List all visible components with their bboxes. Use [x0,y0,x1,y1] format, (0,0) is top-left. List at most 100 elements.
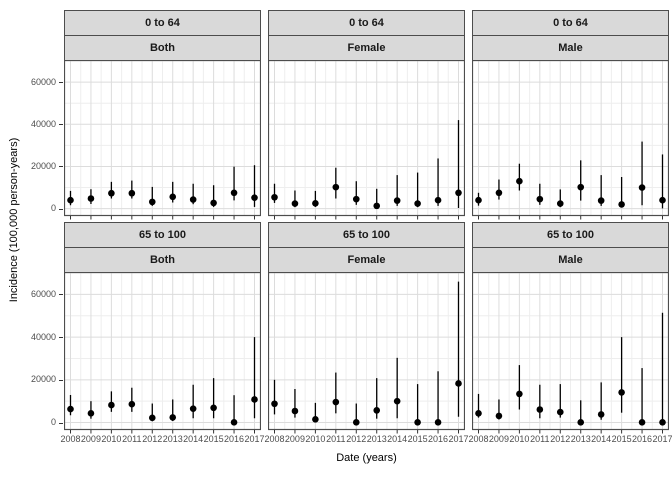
facet-65to100-both: 65 to 100 Both [64,222,261,438]
facet-strip-sex: Female [268,247,465,273]
facet-strip-age: 65 to 100 [268,222,465,248]
point-estimate [67,405,74,413]
x-tick-label: 2013 [366,434,387,444]
x-tick-label: 2011 [326,434,346,444]
x-tick-label: 2016 [428,434,449,444]
pointrange-series [67,165,258,207]
x-tick-label: 2010 [101,434,122,444]
x-tick-label: 2010 [509,434,530,444]
x-tick-label: 2009 [488,434,509,444]
point-estimate [312,416,319,423]
facet-strip-age: 65 to 100 [472,222,669,248]
y-tick-mark [59,208,63,210]
point-estimate [597,411,605,418]
x-tick-label: 2008 [60,434,81,444]
point-estimate [618,389,625,396]
pointrange-series [67,337,258,426]
point-estimate [393,397,401,405]
y-tick-mark [59,82,63,84]
point-estimate [434,196,442,204]
panel-border [472,272,669,431]
y-tick-mark [59,337,63,339]
facet-strip-sex: Female [268,35,465,61]
y-tick-mark [59,166,63,168]
point-estimate [414,419,421,426]
point-estimate [414,200,421,207]
point-estimate [230,189,238,197]
point-estimate [373,202,381,210]
point-estimate [108,401,115,409]
point-estimate [455,189,462,197]
panel-border [64,60,261,217]
point-estimate [312,200,319,207]
y-tick-mark [59,422,63,424]
point-estimate [597,197,605,204]
y-tick-mark [59,124,63,126]
x-tick-label: 2009 [284,434,305,444]
facet-strip-age: 0 to 64 [268,10,465,36]
facet-strip-age: 0 to 64 [472,10,669,36]
x-tick-label: 2016 [224,434,245,444]
panel-plot-0to64-male [472,60,669,220]
y-tick-mark [59,379,63,381]
point-estimate [495,412,503,420]
x-tick-label: 2014 [591,434,612,444]
point-estimate [638,184,646,191]
facet-strip-age: 65 to 100 [64,222,261,248]
point-estimate [332,398,340,406]
panel-border [64,272,261,431]
panel-plot-65to100-female [268,272,465,434]
y-tick-label: 20000 [30,160,56,171]
point-estimate [659,419,666,426]
point-estimate [536,406,544,413]
x-tick-label: 2016 [632,434,653,444]
point-estimate [291,200,299,207]
point-estimate [67,196,74,204]
x-tick-label: 2017 [652,434,672,444]
point-estimate [291,407,299,415]
point-estimate [148,414,156,422]
point-estimate [434,419,442,426]
facet-0to64-both: 0 to 64 Both [64,10,261,226]
point-estimate [251,194,258,201]
point-estimate [373,407,381,414]
y-tick-label: 60000 [30,76,56,87]
point-estimate [332,183,340,191]
facet-65to100-female: 65 to 100 Female [268,222,465,438]
x-tick-label: 2011 [530,434,550,444]
x-tick-label: 2013 [570,434,591,444]
point-estimate [495,189,503,197]
y-tick-label: 20000 [30,374,56,385]
facet-0to64-male: 0 to 64 Male [472,10,669,226]
point-estimate [128,189,136,197]
point-estimate [210,404,217,412]
point-estimate [169,193,177,201]
point-estimate [475,196,482,204]
facet-strip-sex: Both [64,35,261,61]
point-estimate [148,198,156,206]
y-tick-label: 40000 [30,331,56,342]
point-estimate [556,408,564,416]
x-tick-label: 2015 [611,434,632,444]
x-tick-label: 2012 [142,434,163,444]
point-estimate [393,197,401,204]
point-estimate [210,199,217,207]
pointrange-series [271,120,462,210]
y-tick-label: 40000 [30,118,56,129]
x-tick-label: 2008 [468,434,489,444]
x-axis-title: Date (years) [336,452,397,464]
panel-border [472,60,669,217]
x-tick-label: 2015 [203,434,224,444]
point-estimate [251,396,258,403]
x-tick-label: 2014 [183,434,204,444]
x-tick-label: 2009 [80,434,101,444]
point-estimate [352,195,360,203]
point-estimate [189,196,197,203]
point-estimate [516,390,523,398]
point-estimate [352,419,360,426]
point-estimate [536,195,544,203]
point-estimate [128,400,136,408]
y-tick-label: 0 [50,417,56,428]
pointrange-series [475,141,666,209]
